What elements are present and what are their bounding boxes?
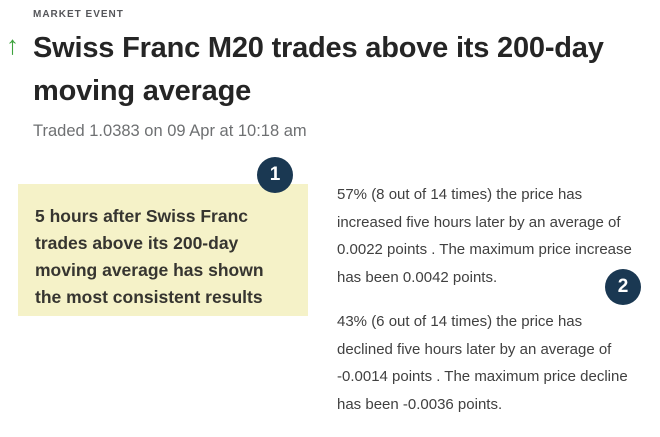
event-category-label: MARKET EVENT (33, 9, 124, 20)
annotation-badge-2: 2 (605, 269, 641, 305)
callout-text: 5 hours after Swiss Franc trades above i… (35, 206, 264, 307)
up-arrow-icon: ↑ (6, 30, 19, 60)
annotation-badge-1: 1 (257, 157, 293, 193)
price-increase-stat: 57% (8 out of 14 times) the price has in… (337, 186, 632, 286)
traded-price-time-summary: Traded 1.0383 on 09 Apr at 10:18 am (33, 122, 307, 140)
highlight-callout-box: 5 hours after Swiss Franc trades above i… (18, 184, 308, 316)
event-headline: Swiss Franc M20 trades above its 200-day… (33, 32, 604, 107)
price-decline-stat: 43% (6 out of 14 times) the price has de… (337, 313, 628, 413)
